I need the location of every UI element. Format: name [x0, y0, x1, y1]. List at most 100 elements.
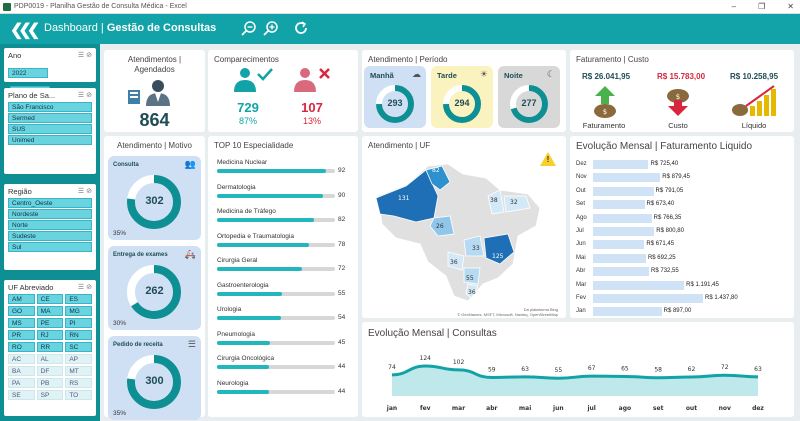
slicer-regiao-item[interactable]: Sudeste: [8, 231, 92, 241]
periodo-value: 277: [521, 98, 537, 108]
consultas-data-label: 72: [721, 364, 729, 371]
slicer-uf-item[interactable]: PB: [36, 378, 64, 388]
fat-mensal-bar: [593, 200, 645, 210]
fat-mensal-value: R$ 800,80: [656, 228, 684, 234]
money-down-icon: $: [667, 89, 689, 116]
refresh-icon[interactable]: [292, 20, 310, 38]
consultas-x-tick: abr: [486, 405, 497, 412]
motivo-donut-arc: [127, 175, 181, 229]
page-title-text: Gestão de Consultas: [106, 22, 217, 34]
fat-mensal-value: R$ 673,40: [646, 201, 675, 208]
fat-mensal-row: Jun R$ 671,45: [576, 240, 790, 250]
slicer-uf-item[interactable]: PI: [65, 318, 92, 328]
specialty-row: Medicina Nuclear 92: [217, 159, 347, 174]
clear-filter-icon[interactable]: ☰ ⊘: [77, 284, 92, 291]
slicer-uf-item[interactable]: CE: [36, 294, 64, 304]
slicer-uf-item[interactable]: AC: [8, 354, 35, 364]
slicer-plano-item[interactable]: Sermed: [8, 113, 92, 123]
comparecimentos-yes-pct: 87%: [238, 116, 257, 126]
specialty-bar: [217, 365, 269, 369]
slicer-uf-item[interactable]: SP: [36, 390, 64, 400]
slicer-uf-item[interactable]: BA: [8, 366, 35, 376]
liquido-value: R$ 10.258,95: [730, 72, 779, 81]
slicer-uf-item[interactable]: RR: [36, 342, 64, 352]
minimize-button[interactable]: –: [731, 2, 737, 11]
fat-mensal-value: R$ 725,40: [650, 161, 679, 167]
restore-button[interactable]: ❐: [758, 2, 766, 11]
fat-mensal-month: Fev: [576, 295, 587, 301]
faturamento-value: R$ 26.041,95: [582, 72, 631, 81]
slicer-regiao-item[interactable]: Nordeste: [8, 209, 92, 219]
specialty-bar: [217, 193, 324, 198]
slicer-uf-item[interactable]: MG: [65, 306, 92, 316]
slicer-plano-title: Plano de Sa...: [8, 91, 56, 100]
motivo-pct: 35%: [113, 230, 127, 237]
slicer-plano-item[interactable]: São Francisco: [8, 102, 92, 112]
slicer-uf-grid: AM CE ES GO MA MG MS PE PI PR RJ RN RO RR SC AC AL AP BA DF…: [8, 294, 92, 400]
slicer-uf-item[interactable]: MT: [65, 366, 92, 376]
slicer-uf-item[interactable]: RJ: [36, 330, 64, 340]
fat-mensal-bar: [593, 294, 703, 303]
slicer-uf-item[interactable]: RN: [65, 330, 92, 340]
fat-mensal-row: Mar R$ 1.191,45: [576, 280, 790, 291]
fat-mensal-row: Set R$ 673,40: [576, 200, 790, 210]
slicer-uf-item[interactable]: AL: [36, 354, 64, 364]
specialty-row: Pneumologia 45: [217, 331, 347, 346]
slicer-regiao-item[interactable]: Centro_Oeste: [8, 198, 92, 208]
slicer-uf-item[interactable]: SE: [8, 390, 35, 400]
map-credit-top: Da plataforma Bing: [523, 307, 558, 312]
periodo-value: 294: [454, 98, 470, 108]
slicer-uf-item[interactable]: PE: [36, 318, 64, 328]
slicer-uf-item[interactable]: RS: [65, 378, 92, 388]
specialty-track: [217, 193, 335, 198]
slicer-uf-item[interactable]: MS: [8, 318, 35, 328]
fat-mensal-month: Out: [576, 187, 586, 194]
zoom-out-icon[interactable]: [240, 20, 258, 38]
comparecimentos-no-value: 107: [301, 100, 323, 115]
close-button[interactable]: ✕: [787, 2, 794, 11]
nav-dashboard-link[interactable]: Dashboard: [44, 22, 98, 34]
slicer-uf-item[interactable]: SC: [65, 342, 92, 352]
specialty-track: [217, 365, 335, 369]
zoom-in-icon[interactable]: [262, 20, 280, 38]
slicer-ano-item[interactable]: 2022: [8, 68, 48, 78]
fat-mensal-bar: [593, 253, 646, 263]
motivo-value: 300: [145, 375, 164, 387]
periodo-label: Noite: [504, 71, 523, 80]
slicer-plano-item[interactable]: Unimed: [8, 135, 92, 145]
slicer-uf-item[interactable]: ES: [65, 294, 92, 304]
back-chevrons-icon[interactable]: ❮❮❮: [10, 22, 40, 39]
periodo-panel: Noite ☾ 277: [498, 66, 560, 128]
specialty-row: Cirurgia Oncológica 44: [217, 355, 347, 370]
slicer-uf-item[interactable]: GO: [8, 306, 35, 316]
slicer-uf-item[interactable]: TO: [65, 390, 92, 400]
fat-mensal-value: R$ 791,05: [655, 187, 684, 194]
slicer-uf-item[interactable]: AP: [65, 354, 92, 364]
periodo-donut-arc: [376, 85, 414, 123]
slicer-uf-item[interactable]: RO: [8, 342, 35, 352]
slicer-uf-item[interactable]: PR: [8, 330, 35, 340]
slicer-uf-item[interactable]: DF: [36, 366, 64, 376]
motivo-label: Consulta: [113, 162, 139, 168]
slicer-plano: Plano de Sa... ☰ ⊘ São Francisco Sermed S…: [4, 88, 96, 174]
slicer-uf: UF Abreviado ☰ ⊘ AM CE ES GO MA MG MS PE PI PR RJ RN…: [4, 280, 96, 416]
map-label: 82: [432, 167, 440, 174]
clear-filter-icon[interactable]: ☰ ⊘: [77, 52, 92, 59]
clear-filter-icon[interactable]: ☰ ⊘: [77, 188, 92, 195]
clear-filter-icon[interactable]: ☰ ⊘: [77, 92, 92, 99]
slicer-uf-item[interactable]: PA: [8, 378, 35, 388]
slicer-regiao-item[interactable]: Norte: [8, 220, 92, 230]
slicer-uf-item[interactable]: AM: [8, 294, 35, 304]
slicer-regiao-item[interactable]: Sul: [8, 242, 92, 252]
consultas-x-tick: jul: [586, 405, 595, 412]
map-label: 32: [510, 199, 518, 206]
faturamento-label: Faturamento: [582, 121, 626, 130]
card-atendimentos: Atendimentos | Agendados 864: [104, 50, 205, 132]
motivo-donut: [127, 265, 181, 319]
slicer-plano-item[interactable]: SUS: [8, 124, 92, 134]
motivo-panel: Pedido de receita ☰ 300 35%: [108, 336, 201, 420]
specialty-label: Medicina de Tráfego: [217, 208, 276, 215]
slicer-uf-item[interactable]: MA: [36, 306, 64, 316]
fat-mensal-row: Nov R$ 879,45: [576, 173, 790, 183]
map-label: 26: [436, 223, 444, 230]
